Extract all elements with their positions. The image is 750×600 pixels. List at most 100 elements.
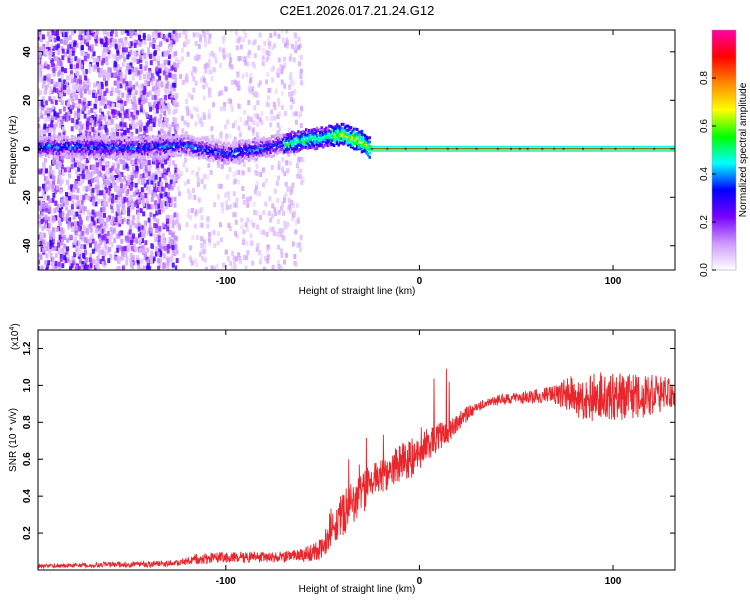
spectrogram-cell — [153, 177, 157, 183]
spectrogram-cell — [157, 167, 161, 173]
spectrogram-ridge-cell — [89, 137, 93, 141]
spectrogram-cell — [52, 71, 56, 77]
spectrogram-ridge-cell — [218, 144, 221, 148]
spectrogram-cell — [157, 56, 161, 62]
spectrogram-ridge-cell — [201, 136, 204, 140]
spectrogram-cell — [276, 197, 280, 203]
spectrogram-cell — [135, 209, 139, 215]
spectrogram-ridge-cell — [303, 132, 306, 136]
spectrogram-cell — [143, 224, 147, 230]
spectrogram-ridge-cell — [85, 151, 88, 155]
snr-panel: -100 0 100 0.20.40.60.81.01.2 Height of st… — [8, 323, 676, 595]
spectrogram-cell — [66, 246, 70, 252]
spectrogram-cell — [168, 127, 172, 133]
spectrogram-ridge-cell — [187, 151, 190, 155]
spectrogram-ridge-cell — [171, 139, 175, 143]
spectrogram-cell — [63, 30, 67, 35]
spectrogram-cell — [79, 93, 83, 99]
spectrogram-cell — [242, 229, 246, 235]
spectrogram-ridge-cell — [329, 124, 333, 128]
spectrogram-cell — [81, 168, 85, 174]
spectrogram-cell — [169, 201, 173, 207]
spectrogram-ridge-cell — [334, 126, 337, 130]
spectrogram-cell — [116, 75, 120, 81]
spectrogram-cell — [128, 115, 132, 121]
spectrogram-cell — [74, 73, 78, 79]
spectrogram-cell — [105, 188, 109, 194]
spectrogram-ridge-cell — [329, 130, 333, 134]
spectrogram-cell — [237, 179, 241, 185]
spectrogram-ridge-cell — [125, 148, 128, 152]
spectrogram-ridge-cell — [236, 144, 240, 148]
spectrogram-ridge-cell — [43, 149, 46, 153]
spectrogram-ridge-cell — [258, 139, 261, 143]
spectrogram-cell — [104, 185, 108, 191]
spectrogram-ridge-cell — [308, 137, 311, 141]
spectrogram-cell — [58, 132, 62, 138]
spectrogram-cell — [231, 123, 235, 129]
spectrogram-cell — [241, 37, 245, 43]
spectrogram-ridge-cell — [253, 147, 257, 151]
spectrogram-ridge-cell — [173, 140, 176, 144]
spectrogram-cell — [134, 31, 138, 37]
spectrogram-cell — [233, 265, 237, 270]
spectrogram-cell — [181, 56, 185, 62]
spectrogram-ridge-cell — [49, 148, 52, 152]
spectrogram-cell — [58, 122, 62, 128]
spectrogram-cell — [100, 39, 104, 45]
spectrogram-cell — [164, 51, 168, 57]
spectrogram-ridge-cell — [363, 145, 367, 149]
spectrogram-cell — [157, 81, 161, 87]
spectrogram-ridge-cell — [140, 152, 144, 156]
spectrogram-ridge-cell — [292, 142, 296, 146]
spectrogram-ridge-cell — [143, 143, 147, 147]
spectrogram-cell — [74, 236, 78, 242]
spectrogram-cell — [72, 118, 76, 124]
spectrogram-ridge-cell — [256, 154, 260, 158]
spectrogram-cell — [47, 185, 51, 191]
spectrogram-cell — [75, 231, 79, 237]
spectrogram-ridge-cell — [165, 150, 169, 154]
spectrogram-cell — [64, 32, 68, 38]
spectrogram-cell — [68, 35, 72, 41]
spectrogram-cell — [78, 75, 82, 81]
spectrogram-ridge-cell — [289, 145, 292, 149]
spectrogram-ridge-cell — [284, 148, 288, 152]
spectrogram-ridge-cell — [168, 150, 172, 154]
spectrogram-cell — [69, 234, 73, 240]
spectrogram-cell — [288, 186, 292, 192]
spectrogram-cell — [151, 192, 155, 198]
spectrogram-cell — [131, 166, 135, 172]
spectrogram-cell — [105, 223, 109, 229]
spectrogram-ridge-cell — [356, 139, 359, 143]
spectrogram-cell — [230, 266, 234, 270]
spectrogram-cell — [221, 262, 225, 268]
spectrogram-cell — [235, 45, 239, 51]
spectrogram-ridge-cell — [148, 135, 152, 139]
spectrogram-cell — [161, 192, 165, 198]
spectrogram-cell — [91, 199, 95, 205]
spectrogram-ridge-cell — [289, 134, 292, 138]
spectrogram-cell — [102, 165, 106, 171]
spectrogram-cell — [159, 113, 163, 119]
spectrogram-cell — [103, 221, 107, 227]
spectrogram-cell — [224, 249, 228, 255]
spectrogram-cell — [206, 174, 210, 180]
spectrogram-ridge-cell — [210, 144, 213, 148]
spectrogram-cell — [141, 48, 145, 54]
spectrogram-ridge-cell — [47, 135, 51, 139]
spectrogram-cell — [299, 234, 303, 240]
spectrogram-cell — [183, 120, 187, 126]
spectrogram-ridge-cell — [315, 126, 319, 130]
snr-y-scale-exp: 4 — [9, 327, 16, 331]
spectrogram-cell — [79, 179, 83, 185]
spectrogram-cell — [207, 163, 211, 169]
spectrogram-ridge-cell — [126, 146, 130, 150]
spectrogram-cell — [52, 235, 56, 241]
spectrogram-ridge-cell — [362, 149, 365, 153]
spectrogram-ridge-cell — [139, 135, 142, 139]
spectrogram-cell — [122, 110, 126, 116]
spectrogram-cell — [81, 236, 85, 242]
spectrogram-cell — [143, 88, 147, 94]
spectrogram-ridge-cell — [103, 151, 107, 155]
